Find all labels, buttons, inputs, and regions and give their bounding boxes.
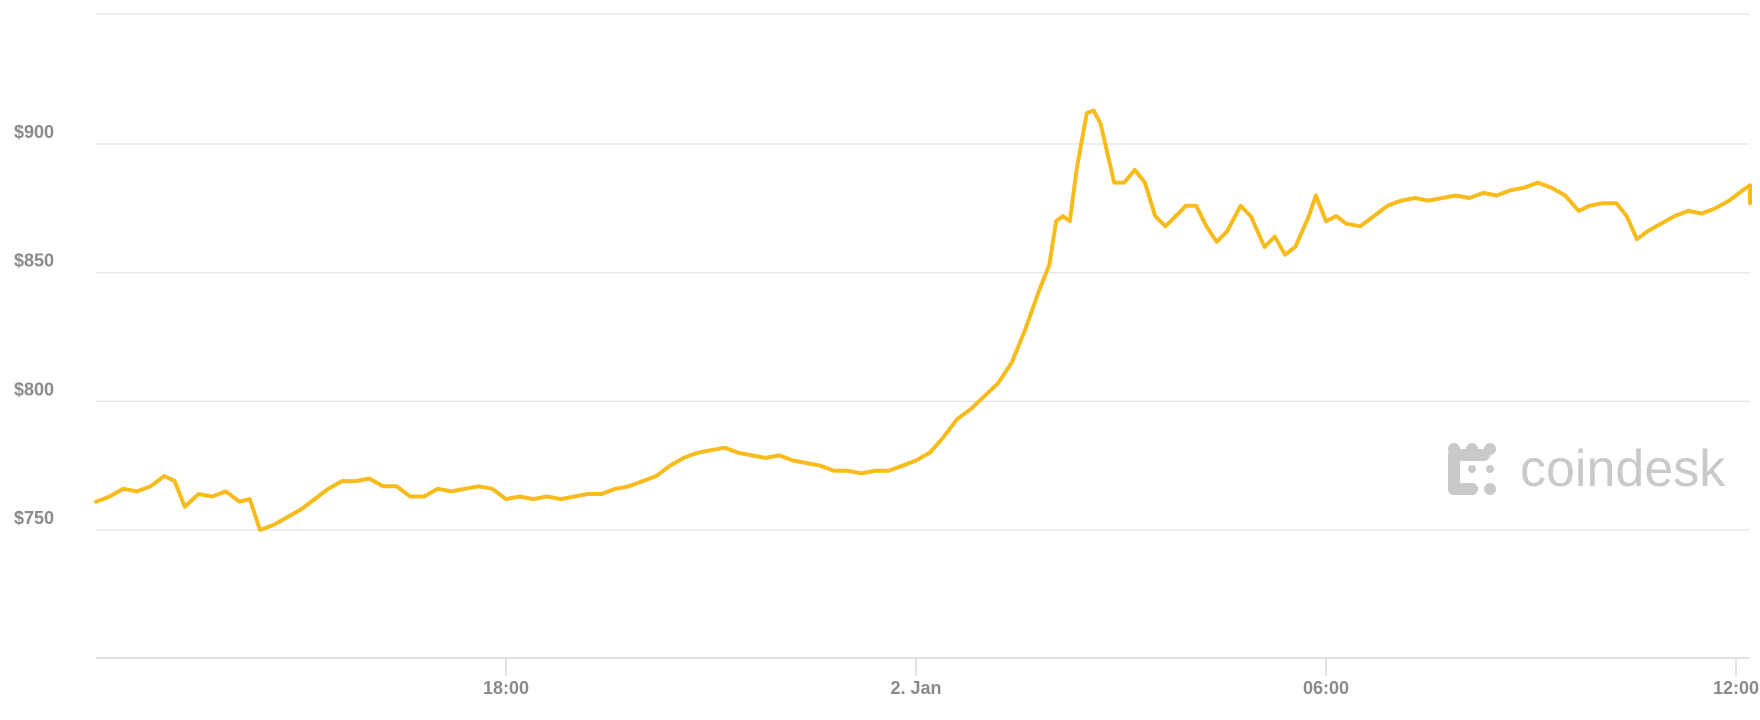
coindesk-logo-text: coindesk: [1520, 440, 1726, 498]
price-series-line: [96, 111, 1750, 531]
y-tick-label: $850: [14, 251, 54, 271]
x-tick-label: 18:00: [483, 678, 529, 698]
x-tick-label: 2. Jan: [890, 678, 941, 698]
y-axis-labels: $750 $800 $850 $900: [14, 122, 54, 528]
y-tick-label: $750: [14, 508, 54, 528]
x-tick-label: 06:00: [1303, 678, 1349, 698]
y-tick-label: $800: [14, 379, 54, 399]
gridlines: [96, 14, 1750, 530]
x-axis: 18:00 2. Jan 06:00 12:00: [96, 658, 1759, 698]
y-tick-label: $900: [14, 122, 54, 142]
coindesk-logo: coindesk: [1448, 440, 1726, 498]
x-tick-label: 12:00: [1713, 678, 1759, 698]
coindesk-logo-icon: [1448, 443, 1496, 495]
